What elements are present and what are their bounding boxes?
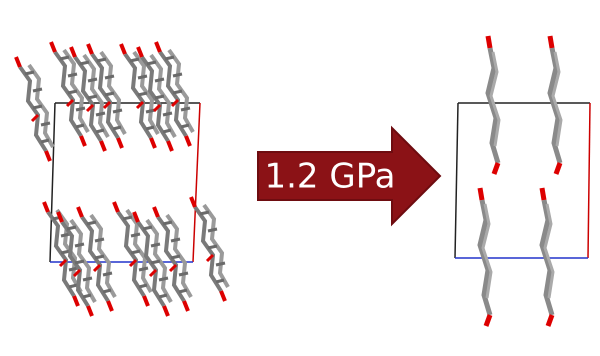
structure-line: [50, 103, 55, 262]
molecule: [191, 197, 228, 301]
molecule: [16, 57, 53, 161]
figure: 1.2 GPa: [0, 0, 600, 356]
right-structure: [455, 36, 590, 326]
molecule: [488, 36, 499, 174]
molecule: [71, 47, 108, 151]
molecule: [550, 36, 561, 174]
structure-line: [193, 103, 200, 262]
arrow-label: 1.2 GPa: [264, 157, 395, 197]
structure-line: [455, 103, 458, 258]
left-structure: [16, 42, 228, 316]
molecule: [480, 188, 491, 326]
molecule: [51, 42, 88, 146]
structure-line: [588, 103, 590, 258]
molecule: [542, 188, 553, 326]
pressure-arrow: 1.2 GPa: [258, 128, 440, 224]
